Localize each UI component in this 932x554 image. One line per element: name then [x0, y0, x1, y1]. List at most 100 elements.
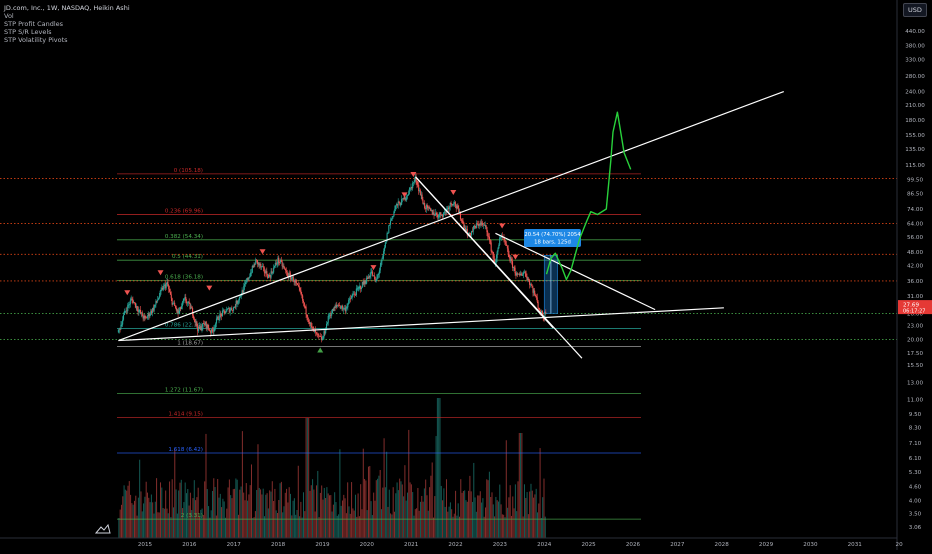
candle-body	[218, 319, 220, 321]
candle-body	[184, 296, 186, 299]
candle-body	[316, 332, 318, 334]
volume-bar	[451, 509, 453, 538]
volume-bar	[325, 498, 327, 538]
candle-body	[519, 273, 521, 276]
candle-body	[430, 208, 432, 211]
volume-bar	[369, 466, 371, 538]
volume-bar	[362, 448, 364, 538]
volume-bar	[132, 504, 134, 538]
candle-body	[170, 294, 172, 299]
candle-body	[436, 212, 438, 215]
symbol-title[interactable]: JD.com, Inc., 1W, NASDAQ, Heikin Ashi	[4, 4, 130, 12]
indicator-sr-levels[interactable]: STP S/R Levels	[4, 28, 52, 36]
volume-bar	[192, 498, 194, 538]
currency-button[interactable]: USD	[903, 3, 927, 17]
volume-bar	[317, 470, 319, 538]
volume-bar	[178, 490, 180, 538]
volume-bar	[123, 485, 125, 538]
candle-body	[288, 273, 290, 278]
volume-bar	[444, 506, 446, 538]
candle-body	[464, 227, 466, 229]
candle-body	[270, 271, 272, 278]
candle-body	[304, 306, 306, 308]
candle-body	[295, 280, 297, 283]
indicator-volume[interactable]: Vol	[4, 12, 14, 20]
fib-level-label: 1.618 (6.42)	[168, 447, 203, 453]
candle-body	[254, 264, 256, 265]
candle-body	[545, 312, 547, 313]
volume-bar	[373, 492, 375, 538]
candle-body	[455, 206, 457, 209]
candle-body	[126, 310, 128, 312]
candle-body	[431, 209, 433, 215]
volume-bar	[348, 506, 350, 538]
volume-bar	[218, 497, 220, 538]
volume-bar	[170, 517, 172, 538]
indicator-volatility-pivots[interactable]: STP Volatility Pivots	[4, 36, 68, 44]
measure-label-change: 20.54 (74.70%) 2054	[524, 232, 581, 238]
candle-body	[448, 206, 450, 210]
y-tick-label: 74.00	[907, 207, 923, 213]
candle-body	[213, 328, 215, 332]
y-tick-label: 6.10	[909, 456, 922, 462]
volume-bar	[313, 489, 315, 538]
volume-bar	[321, 485, 323, 538]
volume-bar	[412, 492, 414, 538]
candle-body	[474, 225, 476, 227]
candle-body	[296, 282, 298, 284]
y-tick-label: 7.10	[909, 441, 922, 447]
candle-body	[133, 302, 135, 304]
volume-bar	[261, 494, 263, 538]
volume-bar	[274, 488, 276, 538]
candle-body	[366, 277, 368, 284]
candle-body	[158, 296, 160, 299]
candle-body	[341, 305, 343, 308]
volume-bar	[401, 484, 403, 538]
candle-body	[120, 324, 122, 330]
x-tick-label: 2029	[759, 542, 774, 548]
volume-bar	[323, 487, 325, 538]
volume-bar	[309, 490, 311, 538]
candle-body	[186, 302, 189, 304]
candle-body	[192, 315, 195, 319]
candle-body	[393, 211, 395, 216]
candle-body	[303, 302, 305, 307]
volume-bar	[131, 503, 133, 538]
candle-body	[415, 176, 417, 182]
trendline[interactable]	[495, 232, 656, 311]
candle-body	[391, 216, 393, 219]
candle-body	[312, 327, 314, 329]
tradingview-logo-icon[interactable]	[94, 523, 111, 534]
candle-body	[523, 272, 525, 275]
candle-body	[182, 301, 184, 303]
candle-body	[260, 264, 262, 268]
candle-body	[407, 193, 409, 196]
volume-bar	[308, 418, 310, 538]
candle-body	[334, 307, 336, 308]
trendline[interactable]	[118, 307, 724, 342]
x-tick-label: 2019	[315, 542, 330, 548]
candle-body	[521, 275, 523, 276]
volume-bar	[510, 515, 512, 538]
volume-bar	[539, 448, 541, 538]
volume-bar	[130, 494, 132, 538]
volume-bar	[427, 510, 429, 538]
volume-bar	[249, 485, 251, 538]
projection-path[interactable]	[545, 111, 632, 281]
candle-body	[377, 275, 379, 278]
candle-body	[185, 296, 187, 302]
measure-label-box[interactable]	[524, 229, 581, 247]
volume-bar	[377, 478, 379, 538]
candle-body	[257, 262, 259, 265]
candle-body	[298, 286, 300, 288]
candle-body	[273, 267, 275, 273]
indicator-profit-candles[interactable]: STP Profit Candles	[4, 20, 64, 28]
candle-body	[493, 254, 495, 259]
trendline[interactable]	[415, 176, 554, 329]
candle-body	[146, 316, 148, 319]
candle-body	[439, 212, 441, 215]
volume-bar	[540, 517, 542, 538]
candle-body	[289, 273, 291, 275]
